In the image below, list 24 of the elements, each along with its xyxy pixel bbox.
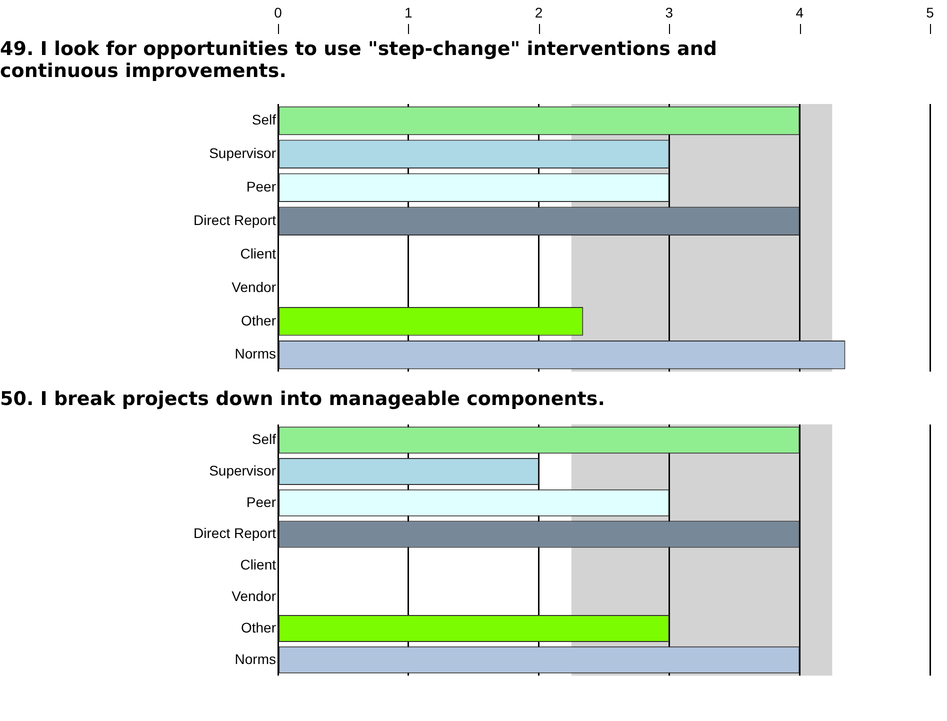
x-tick-label: 3 <box>665 4 674 20</box>
y-tick-label: Supervisor <box>209 462 276 478</box>
y-tick-label: Client <box>240 245 276 262</box>
y-tick-label: Norms <box>234 650 276 667</box>
y-tick-label: Vendor <box>232 278 276 295</box>
y-tick-label: Self <box>252 112 276 128</box>
x-tick-label: 4 <box>796 4 804 20</box>
chart-title: 50. I break projects down into manageable components. <box>0 382 830 414</box>
x-tick-label: 1 <box>404 4 412 20</box>
y-tick-label: Other <box>240 619 276 636</box>
chart-title: 49. I look for opportunities to use "step-change" interventions and continuous improvements. <box>0 36 830 84</box>
y-tick-label: Client <box>240 556 276 573</box>
y-tick-label: Peer <box>246 178 276 194</box>
y-tick-label: Other <box>240 312 276 328</box>
x-tick-label: 2 <box>534 4 543 20</box>
x-tick-label: 0 <box>274 4 282 20</box>
x-tick-label: 5 <box>926 4 934 20</box>
y-tick-label: Peer <box>246 494 276 510</box>
y-tick-label: Norms <box>234 346 276 362</box>
y-tick-label: Direct Report <box>194 525 276 542</box>
y-tick-label: Vendor <box>232 588 276 604</box>
y-tick-label: Self <box>252 430 276 447</box>
y-tick-label: Direct Report <box>194 212 276 228</box>
y-tick-label: Supervisor <box>209 145 276 162</box>
